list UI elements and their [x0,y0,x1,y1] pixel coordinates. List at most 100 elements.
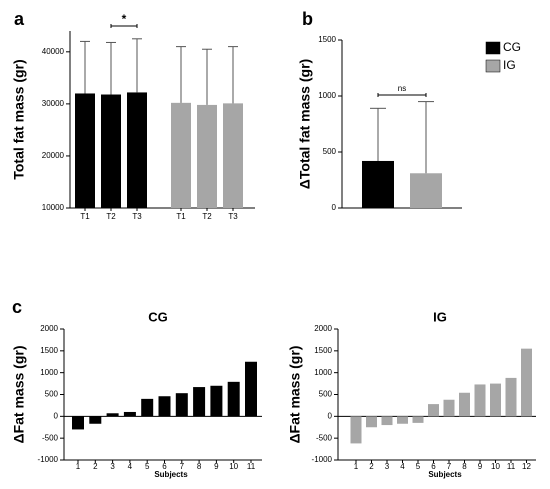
y-tick-label: 0 [54,411,59,420]
bar [175,393,188,417]
legend-label: IG [503,58,516,72]
bar [381,416,393,426]
x-tick-label: 8 [197,462,202,471]
x-tick-label: T3 [228,212,238,221]
x-axis-label: Subjects [154,470,188,479]
legend-swatch [485,59,501,73]
y-tick-label: 500 [45,390,59,399]
x-tick-label: 7 [447,462,452,471]
y-tick-label: 1000 [40,368,58,377]
y-tick-label: 2000 [314,324,332,333]
bar [223,103,243,208]
chart-title: IG [433,309,447,324]
bar [474,384,486,417]
y-tick-label: 2000 [40,324,58,333]
y-axis-label: ΔTotal fat mass (gr) [297,59,313,189]
bar [366,416,377,428]
y-tick-label: 1500 [318,35,336,44]
bar [412,416,424,423]
y-axis-label: ΔFat mass (gr) [287,346,303,444]
bar [72,416,84,430]
y-tick-label: -1000 [312,455,333,464]
x-tick-label: 4 [400,462,405,471]
y-tick-label: 1000 [318,91,336,100]
legend-label: CG [503,40,521,54]
bar [410,173,442,208]
x-tick-label: 10 [491,462,500,471]
bar [505,377,517,417]
x-tick-label: 5 [416,462,421,471]
y-tick-label: 1500 [40,346,58,355]
panel-label: a [14,9,25,29]
x-tick-label: 10 [229,462,238,471]
bar [459,392,470,417]
x-tick-label: 11 [507,462,516,471]
bar [210,385,223,417]
bar [227,381,240,417]
x-tick-label: 9 [478,462,483,471]
bar [158,396,171,417]
y-tick-label: 1000 [314,368,332,377]
y-tick-label: 0 [332,203,337,212]
y-tick-label: 500 [319,390,333,399]
y-tick-label: 10000 [42,203,65,212]
bar [521,348,532,417]
bar [123,411,136,417]
bar [89,416,102,424]
x-tick-label: T2 [106,212,116,221]
x-tick-label: T2 [202,212,212,221]
legend-swatch [485,41,501,55]
y-tick-label: 30000 [42,99,65,108]
y-tick-label: -500 [42,433,59,442]
x-tick-label: 2 [93,462,98,471]
y-axis-label: Total fat mass (gr) [11,59,27,179]
panel-label: c [12,297,22,317]
x-tick-label: 8 [462,462,467,471]
bar [245,361,257,417]
x-tick-label: T1 [176,212,186,221]
x-tick-label: 9 [214,462,219,471]
x-tick-label: 6 [162,462,167,471]
x-tick-label: 1 [76,462,81,471]
x-tick-label: 2 [369,462,374,471]
x-axis-label: Subjects [428,470,462,479]
x-tick-label: T3 [132,212,142,221]
bar [197,104,217,208]
annotation: ns [398,84,406,93]
bar [171,102,191,208]
y-tick-label: 20000 [42,151,65,160]
annotation: * [122,12,127,26]
panel-label: b [302,9,313,29]
bar [490,383,501,417]
x-tick-label: 5 [145,462,150,471]
x-tick-label: 12 [522,462,531,471]
bar [443,399,455,417]
bar [101,94,121,208]
x-tick-label: 4 [128,462,133,471]
x-tick-label: 1 [354,462,359,471]
y-axis-label: ΔFat mass (gr) [11,346,27,444]
y-tick-label: 500 [323,147,337,156]
bar [428,404,439,417]
y-tick-label: -1000 [38,455,59,464]
x-tick-label: 3 [385,462,390,471]
y-tick-label: 0 [328,411,333,420]
y-tick-label: -500 [316,433,333,442]
x-tick-label: 11 [247,462,256,471]
bar [127,92,147,208]
bar [141,398,154,417]
bar [75,93,95,208]
chart-title: CG [148,309,168,324]
x-tick-label: 3 [110,462,115,471]
bar [193,387,206,417]
x-tick-label: 6 [431,462,436,471]
y-tick-label: 40000 [42,47,65,56]
bar [106,413,119,417]
y-tick-label: 1500 [314,346,332,355]
bar [397,416,408,424]
bar [362,160,394,208]
x-tick-label: T1 [80,212,90,221]
bar [350,416,362,444]
x-tick-label: 7 [180,462,185,471]
